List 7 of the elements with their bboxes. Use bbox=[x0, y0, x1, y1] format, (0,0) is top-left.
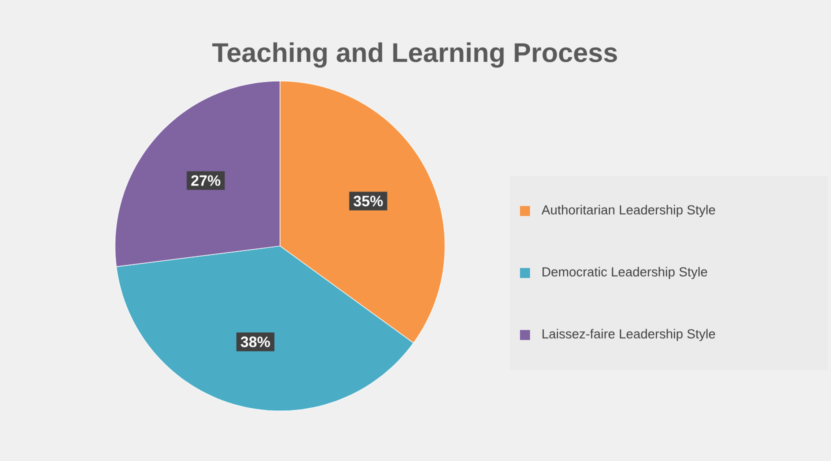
legend-label: Democratic Leadership Style bbox=[542, 266, 708, 280]
legend-label: Laissez-faire Leadership Style bbox=[542, 328, 716, 342]
data-label: 27% bbox=[191, 175, 220, 186]
data-label: 38% bbox=[240, 336, 270, 348]
legend-label: Authoritarian Leadership Style bbox=[542, 204, 716, 218]
chart-title: Teaching and Learning Process bbox=[212, 42, 617, 68]
data-label: 35% bbox=[354, 196, 383, 206]
